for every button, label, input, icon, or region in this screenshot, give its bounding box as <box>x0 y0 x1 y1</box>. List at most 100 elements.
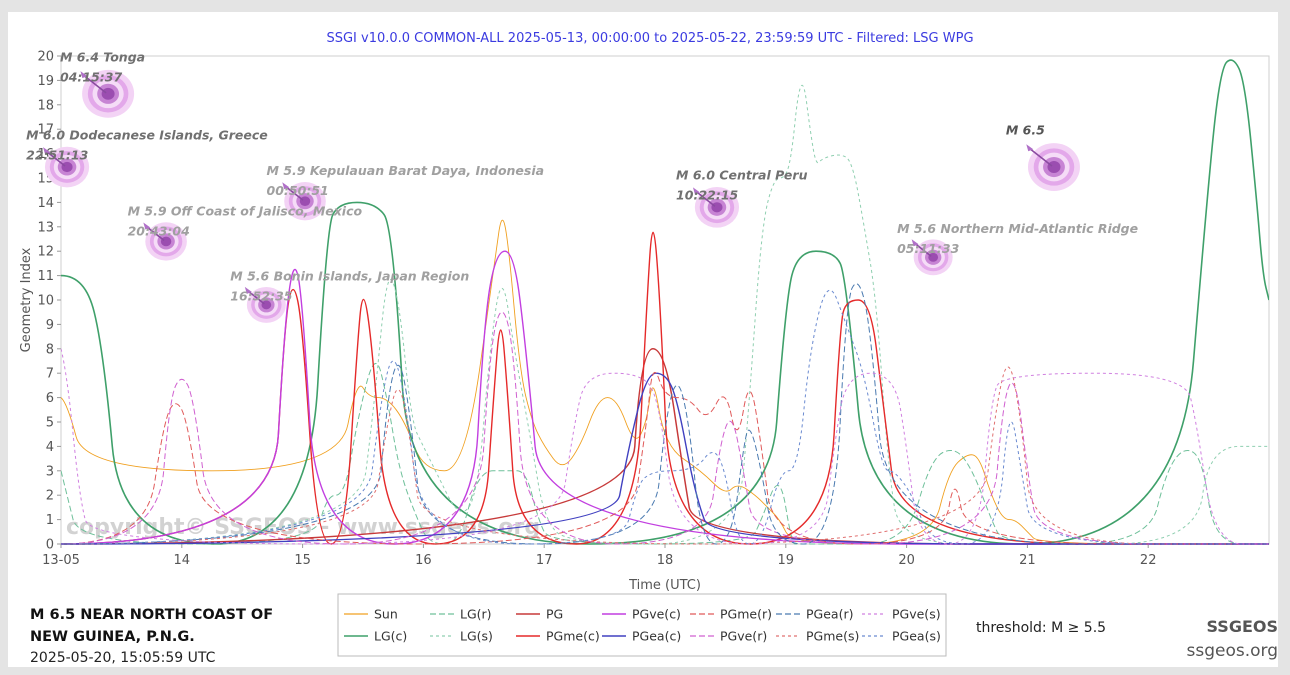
series-line-pgea-r <box>61 283 1269 545</box>
quake-annotation: M 5.6 Bonin Islands, Japan Region 16:52:3… <box>230 269 469 323</box>
dart-shaft <box>82 74 107 94</box>
x-tick-label: 21 <box>1019 553 1036 568</box>
brand-url[interactable]: ssgeos.org <box>1186 641 1278 661</box>
x-tick-label: 16 <box>415 553 432 568</box>
chart-panel: SSGI v10.0.0 COMMON-ALL 2025-05-13, 00:0… <box>8 12 1278 667</box>
quake-label-title: M 5.9 Kepulauan Barat Daya, Indonesia <box>267 163 545 178</box>
legend-label: PGme(c) <box>546 629 600 644</box>
legend-label: LG(r) <box>460 607 492 622</box>
legend-box <box>337 593 947 657</box>
series-line-sun <box>61 219 1269 545</box>
quake-target-icon <box>911 239 953 276</box>
quake-target-icon <box>43 146 90 188</box>
quake-target-icon <box>692 186 740 228</box>
legend-label: Sun <box>374 607 398 622</box>
event-time: 2025-05-20, 15:05:59 UTC <box>30 650 216 666</box>
y-tick-label: 17 <box>37 123 54 138</box>
quake-label-time: 10:22:15 <box>676 188 738 203</box>
y-tick-label: 9 <box>46 318 54 333</box>
quake-target-icon <box>80 69 135 118</box>
dart-shaft <box>247 290 265 305</box>
quake-annotation: M 6.5 <box>1006 123 1080 191</box>
quake-target-icon <box>244 286 286 323</box>
y-tick-label: 14 <box>37 196 54 211</box>
series-line-lg-s <box>61 84 1269 545</box>
x-tick-label: 22 <box>1140 553 1157 568</box>
x-tick-label: 19 <box>778 553 795 568</box>
quake-annotation: M 6.4 Tonga 04:15:37 <box>60 49 145 118</box>
dart-fletch <box>143 222 151 230</box>
series-line-pgme-c <box>61 231 1269 545</box>
y-tick-label: 4 <box>46 440 54 455</box>
target-ring <box>101 87 115 100</box>
series-line-pgme-s <box>61 366 1269 545</box>
series-line-pgea-c <box>61 372 1269 545</box>
series-line-pgve-r <box>61 311 1269 545</box>
x-tick-label: 15 <box>294 553 311 568</box>
legend-item: Sun <box>344 607 398 622</box>
dart-shaft <box>695 190 716 207</box>
target-ring <box>711 202 723 213</box>
quake-label-title: M 6.0 Dodecanese Islands, Greece <box>26 127 268 142</box>
quake-target-icon <box>282 182 326 221</box>
quake-label-title: M 6.5 <box>1006 123 1045 138</box>
y-tick-label: 8 <box>46 342 54 357</box>
y-tick-label: 20 <box>37 50 54 65</box>
dart-fletch <box>1026 144 1034 152</box>
legend-label: PGea(c) <box>632 629 681 644</box>
legend-item: PGve(r) <box>690 629 767 644</box>
quake-annotation: M 5.9 Kepulauan Barat Daya, Indonesia 00:… <box>267 163 545 221</box>
legend-label: PGve(r) <box>720 629 767 644</box>
legend-item: PGme(s) <box>776 629 859 644</box>
x-tick-label: 20 <box>898 553 915 568</box>
event-title-line2: NEW GUINEA, P.N.G. <box>30 629 195 645</box>
legend-item: LG(s) <box>430 629 493 644</box>
y-tick-label: 19 <box>37 74 54 89</box>
quake-annotation: M 6.0 Dodecanese Islands, Greece 22:51:13 <box>26 127 268 188</box>
quake-label-time: 05:11:33 <box>897 241 959 256</box>
y-tick-label: 7 <box>46 367 54 382</box>
dart-fletch <box>692 187 700 195</box>
quake-label-time: 04:15:37 <box>60 69 122 84</box>
quake-label-title: M 5.9 Off Coast of Jalisco, Mexico <box>128 203 363 218</box>
quake-target-icon <box>143 222 187 261</box>
quake-label-title: M 5.6 Bonin Islands, Japan Region <box>230 269 469 284</box>
legend-item: PGme(r) <box>690 607 772 622</box>
series-line-pgve-c <box>61 250 1269 545</box>
brand: SSGEOS ssgeos.org <box>1158 617 1278 661</box>
quake-annotation: M 6.0 Central Peru 10:22:15 <box>676 168 808 228</box>
chart-title: SSGI v10.0.0 COMMON-ALL 2025-05-13, 00:0… <box>326 31 973 46</box>
y-tick-label: 10 <box>37 294 54 309</box>
y-axis-label: Geometry Index <box>19 247 34 352</box>
quake-label-title: M 6.4 Tonga <box>60 49 145 64</box>
event-title-line1: M 6.5 NEAR NORTH COAST OF <box>30 607 274 623</box>
dart-fletch <box>282 182 290 190</box>
dart-fletch <box>80 71 88 79</box>
quake-annotation: M 5.9 Off Coast of Jalisco, Mexico 20:43:… <box>128 203 363 261</box>
x-tick-label: 18 <box>657 553 674 568</box>
series-line-pgve-s <box>61 348 1269 545</box>
x-tick-label: 13-05 <box>42 553 80 568</box>
target-ring <box>1047 161 1061 174</box>
y-tick-label: 3 <box>46 464 54 479</box>
y-tick-label: 2 <box>46 489 54 504</box>
legend-item: PGea(s) <box>862 629 941 644</box>
target-ring <box>61 161 73 173</box>
y-tick-label: 0 <box>46 538 54 553</box>
legend-item: PGea(c) <box>602 629 681 644</box>
x-tick-label: 17 <box>536 553 553 568</box>
quake-label-title: M 6.0 Central Peru <box>676 168 808 183</box>
dart-shaft <box>45 150 66 167</box>
dart-shaft <box>914 242 932 257</box>
legend-item: PGve(c) <box>602 607 681 622</box>
quake-label-time: 16:52:35 <box>230 289 292 304</box>
legend-item: PG <box>516 607 563 622</box>
legend-label: LG(c) <box>374 629 407 644</box>
chart-svg: SSGI v10.0.0 COMMON-ALL 2025-05-13, 00:0… <box>19 31 1270 657</box>
dart-fletch <box>244 286 252 294</box>
legend-label: PGea(r) <box>806 607 853 622</box>
y-tick-label: 18 <box>37 98 54 113</box>
series-line-pgme-r <box>61 371 1269 545</box>
legend-label: PGme(s) <box>806 629 859 644</box>
